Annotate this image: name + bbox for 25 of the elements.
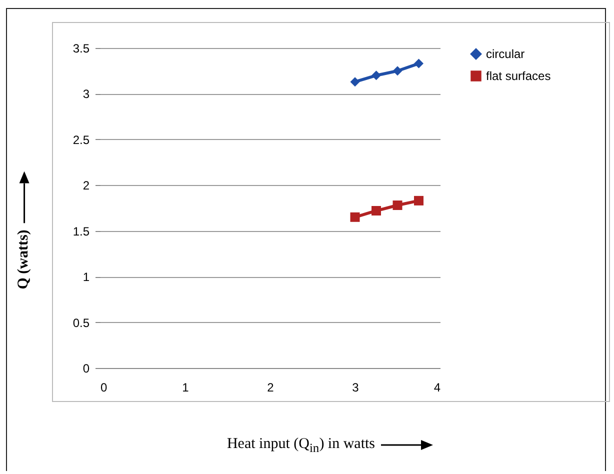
x-tick-label: 1 — [182, 380, 190, 394]
y-tick-label: 2.5 — [72, 132, 90, 147]
legend-label: flat surfaces — [486, 69, 551, 83]
point — [392, 66, 402, 76]
y-tick-label: 3.5 — [72, 42, 90, 56]
x-tick-label: 4 — [434, 380, 441, 394]
point — [392, 200, 402, 210]
y-tick-label: 3 — [82, 87, 90, 102]
point — [414, 196, 424, 206]
y-tick-label: 0 — [82, 362, 90, 376]
y-tick-label: 0.5 — [72, 316, 90, 330]
point — [372, 70, 381, 80]
point — [372, 206, 381, 216]
x-tick-label: 3 — [352, 380, 360, 394]
x-axis-title: Heat input (Q$_{in}$) in watts — [226, 436, 376, 455]
y-tick-label: 2 — [82, 178, 90, 193]
x-tick-label: 0 — [100, 380, 108, 394]
point — [414, 58, 424, 68]
y-axis-title: Q (watts) — [16, 229, 32, 289]
y-tick-label: 1.5 — [72, 224, 90, 238]
point — [350, 77, 360, 87]
x-tick-label: 2 — [267, 380, 274, 394]
point — [350, 212, 360, 222]
legend-label: circular — [486, 47, 525, 61]
y-tick-label: 1 — [82, 270, 90, 284]
